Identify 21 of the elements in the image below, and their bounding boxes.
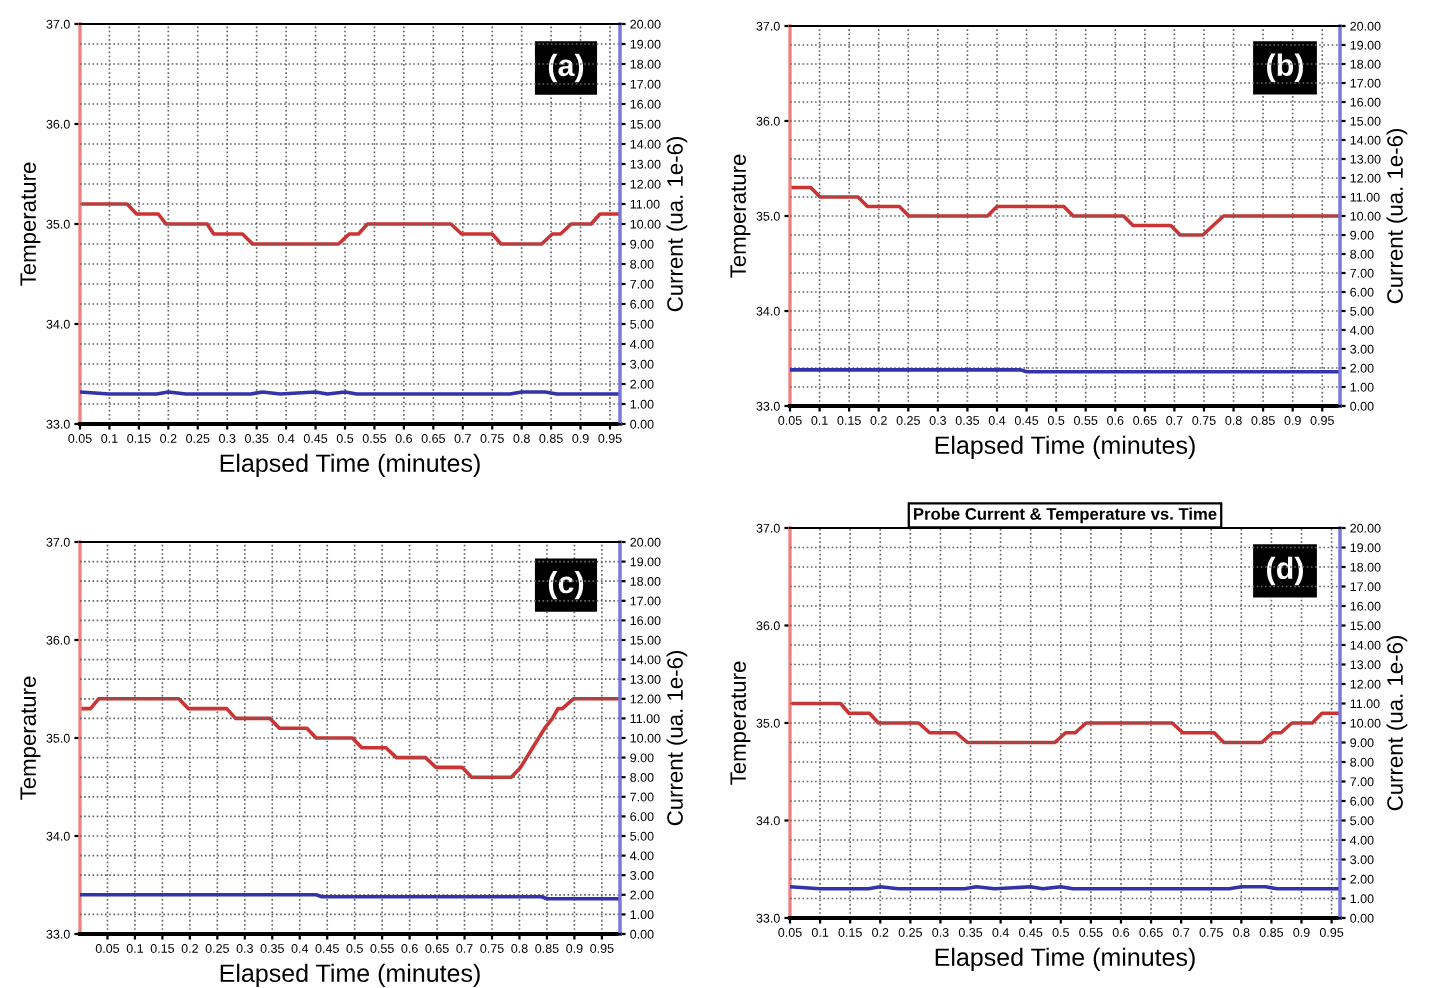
y-axis-title: Temperature — [730, 154, 751, 278]
y-axis-title: Temperature — [730, 661, 751, 785]
annotation: (c) — [548, 570, 584, 600]
annotation: (a) — [548, 53, 584, 83]
line-series — [80, 696, 620, 780]
y-axis-title: Temperature — [20, 162, 41, 286]
line-series — [80, 202, 620, 246]
annotation: (b) — [1267, 53, 1303, 83]
x-axis-title: Elapsed Time (minutes) — [220, 453, 480, 478]
y2-axis-title: Current (ua. 1e-6) — [1386, 129, 1408, 304]
chart-title: Probe Current & Temperature vs. Time — [914, 507, 1217, 524]
y2-axis-title: Current (ua. 1e-6) — [666, 651, 688, 826]
y-axis-title: Temperature — [20, 676, 41, 800]
y2-axis-title: Current (ua. 1e-6) — [666, 137, 688, 312]
x-axis-title: Elapsed Time (minutes) — [935, 947, 1195, 972]
line-series — [790, 185, 1340, 237]
x-axis-title: Elapsed Time (minutes) — [220, 963, 480, 988]
line-series — [790, 701, 1340, 745]
x-axis-title: Elapsed Time (minutes) — [935, 435, 1195, 460]
annotation: (d) — [1267, 556, 1303, 586]
y2-axis-title: Current (ua. 1e-6) — [1386, 636, 1408, 811]
